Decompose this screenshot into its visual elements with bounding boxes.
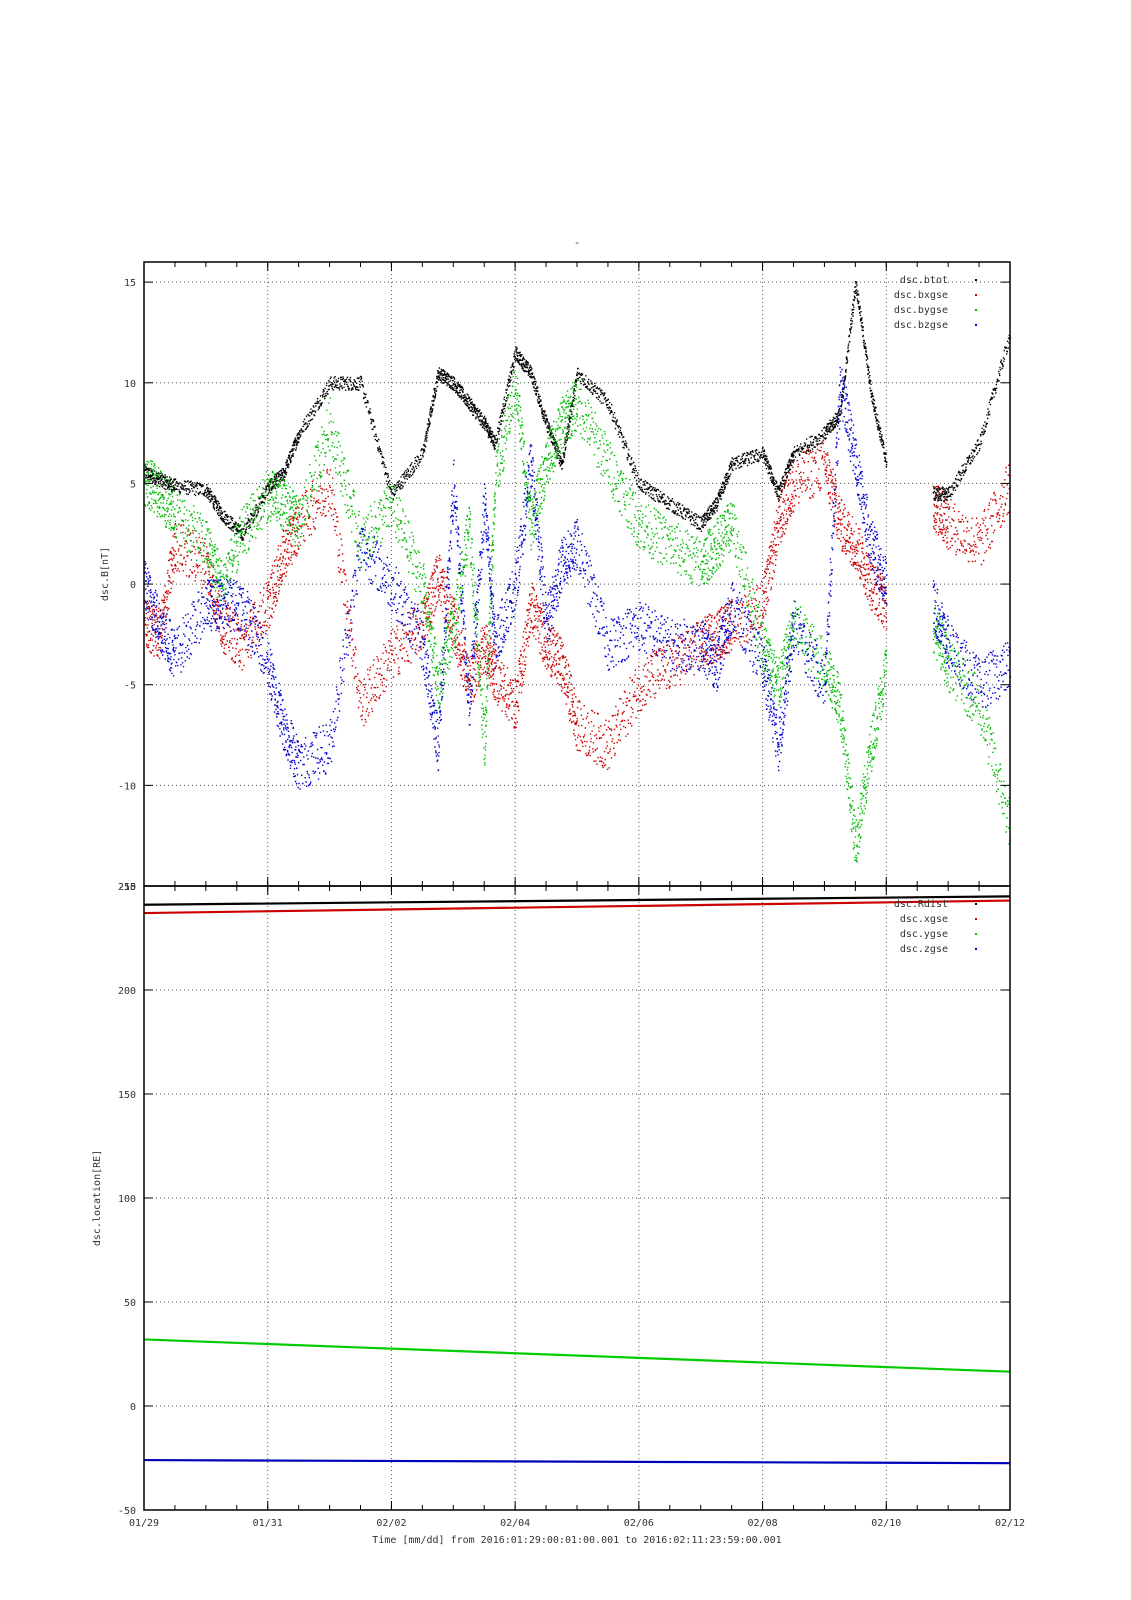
legend-label: dsc.bygse: [894, 305, 948, 316]
legend-label: dsc.bzgse: [894, 320, 948, 331]
legend-label: dsc.Rdist: [894, 899, 948, 910]
series-line: [143, 1338, 1011, 1373]
series-line: [143, 1458, 1011, 1465]
legend-marker: [975, 294, 977, 296]
y-tick-label: 15: [124, 278, 136, 289]
legend-marker: [975, 324, 977, 326]
legend-label: dsc.btot: [900, 275, 948, 286]
legend-marker: [975, 903, 977, 905]
plot-frame: [143, 885, 1011, 1511]
y-tick-label: 100: [118, 1194, 136, 1205]
series-points: [144, 359, 1012, 863]
legend-marker: [975, 279, 977, 281]
series-points: [144, 439, 1012, 770]
x-tick-label: 02/04: [500, 1518, 530, 1529]
series-line: [143, 895, 1011, 906]
y-tick-label: 10: [124, 379, 136, 390]
legend-marker: [975, 309, 977, 311]
y-tick-label: 0: [130, 580, 136, 591]
legend-label: dsc.bxgse: [894, 290, 948, 301]
y-tick-label: -5: [124, 681, 136, 692]
magnetic-field-panel: -15 -10 -5 0 5 10 15 dsc.B[nT] dsc.btot dsc.bxgse…: [100, 261, 1012, 893]
legend-marker: [975, 948, 977, 950]
legend-marker: [975, 918, 977, 920]
x-tick-labels: 01/29 01/31 02/02 02/04 02/06 02/08 02/10 02/12: [129, 1518, 1025, 1529]
y-tick-label: -10: [118, 781, 136, 792]
y-tick-label: 200: [118, 986, 136, 997]
legend-label: dsc.xgse: [900, 914, 948, 925]
x-tick-label: 01/29: [129, 1518, 159, 1529]
y-tick-label: 250: [118, 882, 136, 893]
y-tick-label: 150: [118, 1090, 136, 1101]
legend-label: dsc.ygse: [900, 929, 948, 940]
legend-label: dsc.zgse: [900, 944, 948, 955]
x-tick-label: 02/02: [376, 1518, 406, 1529]
x-tick-label: 02/10: [871, 1518, 901, 1529]
y-tick-label: 5: [130, 479, 136, 490]
x-axis-label: Time [mm/dd] from 2016:01:29:00:01:00.00…: [372, 1535, 781, 1546]
y-tick-label: -50: [118, 1506, 136, 1517]
y-axis-label: dsc.B[nT]: [100, 547, 111, 601]
location-panel: -50 0 50 100 150 200 250 dsc.location[RE] dsc.Rd…: [92, 882, 1011, 1517]
x-tick-label: 02/08: [748, 1518, 778, 1529]
series-points: [144, 281, 1012, 541]
y-tick-label: 0: [130, 1402, 136, 1413]
x-tick-label: 02/12: [995, 1518, 1025, 1529]
y-axis-label: dsc.location[RE]: [92, 1150, 103, 1246]
legend-marker: [975, 933, 977, 935]
y-tick-label: -15: [118, 882, 136, 893]
series-line: [143, 899, 1011, 915]
x-tick-label: 01/31: [253, 1518, 283, 1529]
y-tick-label: 50: [124, 1298, 136, 1309]
figure-top-title: -: [574, 236, 581, 249]
x-tick-label: 02/06: [624, 1518, 654, 1529]
